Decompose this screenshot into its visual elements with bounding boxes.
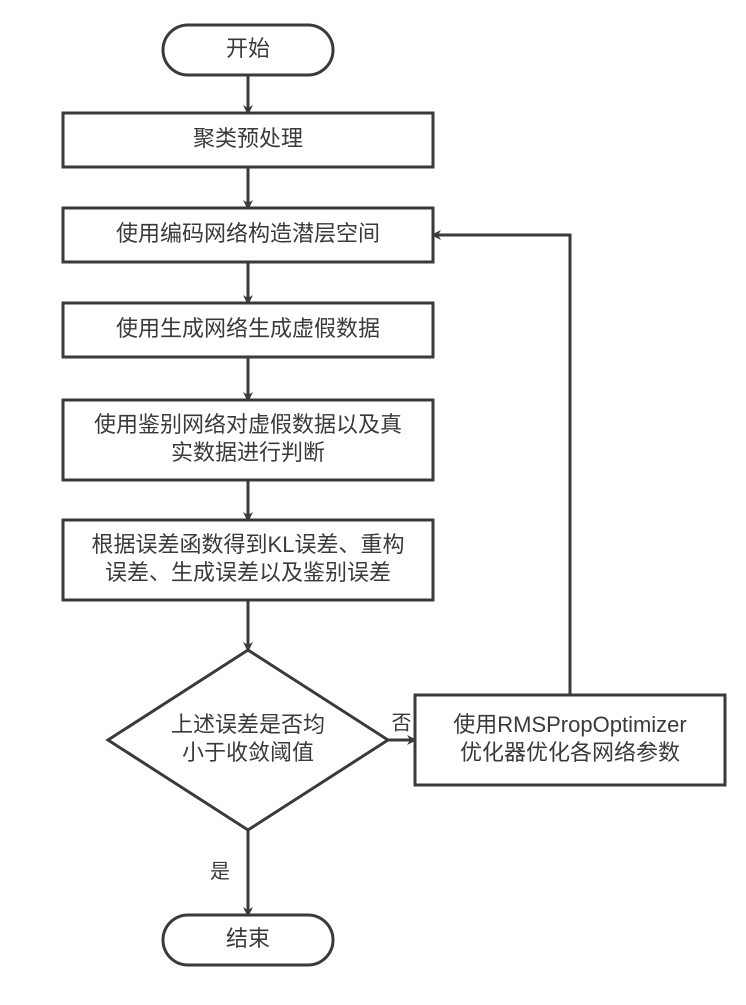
node-discriminate-line0: 使用鉴别网络对虚假数据以及真 <box>94 412 402 437</box>
node-generate: 使用生成网络生成虚假数据 <box>63 303 433 357</box>
node-start: 开始 <box>163 25 333 75</box>
node-encode: 使用编码网络构造潜层空间 <box>63 208 433 262</box>
node-end: 结束 <box>163 915 333 965</box>
node-preproc: 聚类预处理 <box>63 113 433 167</box>
node-lossfn-line0: 根据误差函数得到KL误差、重构 <box>92 532 405 557</box>
node-decision: 上述误差是否均 小于收敛阈值 <box>108 650 388 830</box>
node-optimizer: 使用RMSPropOptimizer 优化器优化各网络参数 <box>415 695 725 785</box>
node-encode-label: 使用编码网络构造潜层空间 <box>116 221 380 246</box>
node-lossfn-line1: 误差、生成误差以及鉴别误差 <box>105 560 391 585</box>
node-decision-line1: 小于收敛阈值 <box>182 740 314 765</box>
node-end-label: 结束 <box>226 926 270 951</box>
node-generate-label: 使用生成网络生成虚假数据 <box>116 316 380 341</box>
edge-label-yes: 是 <box>210 861 230 883</box>
node-lossfn: 根据误差函数得到KL误差、重构 误差、生成误差以及鉴别误差 <box>63 520 433 600</box>
node-discriminate: 使用鉴别网络对虚假数据以及真 实数据进行判断 <box>63 400 433 480</box>
edge-label-no: 否 <box>392 712 412 734</box>
node-optimizer-line0: 使用RMSPropOptimizer <box>453 712 686 737</box>
node-preproc-label: 聚类预处理 <box>193 126 303 151</box>
node-decision-line0: 上述误差是否均 <box>171 712 325 737</box>
node-discriminate-line1: 实数据进行判断 <box>171 440 325 465</box>
flowchart-canvas: 开始 聚类预处理 使用编码网络构造潜层空间 使用生成网络生成虚假数据 使用鉴别网… <box>0 0 746 1000</box>
node-start-label: 开始 <box>226 36 270 61</box>
edge-optimizer-encode <box>433 235 570 695</box>
node-optimizer-line1: 优化器优化各网络参数 <box>460 740 680 765</box>
